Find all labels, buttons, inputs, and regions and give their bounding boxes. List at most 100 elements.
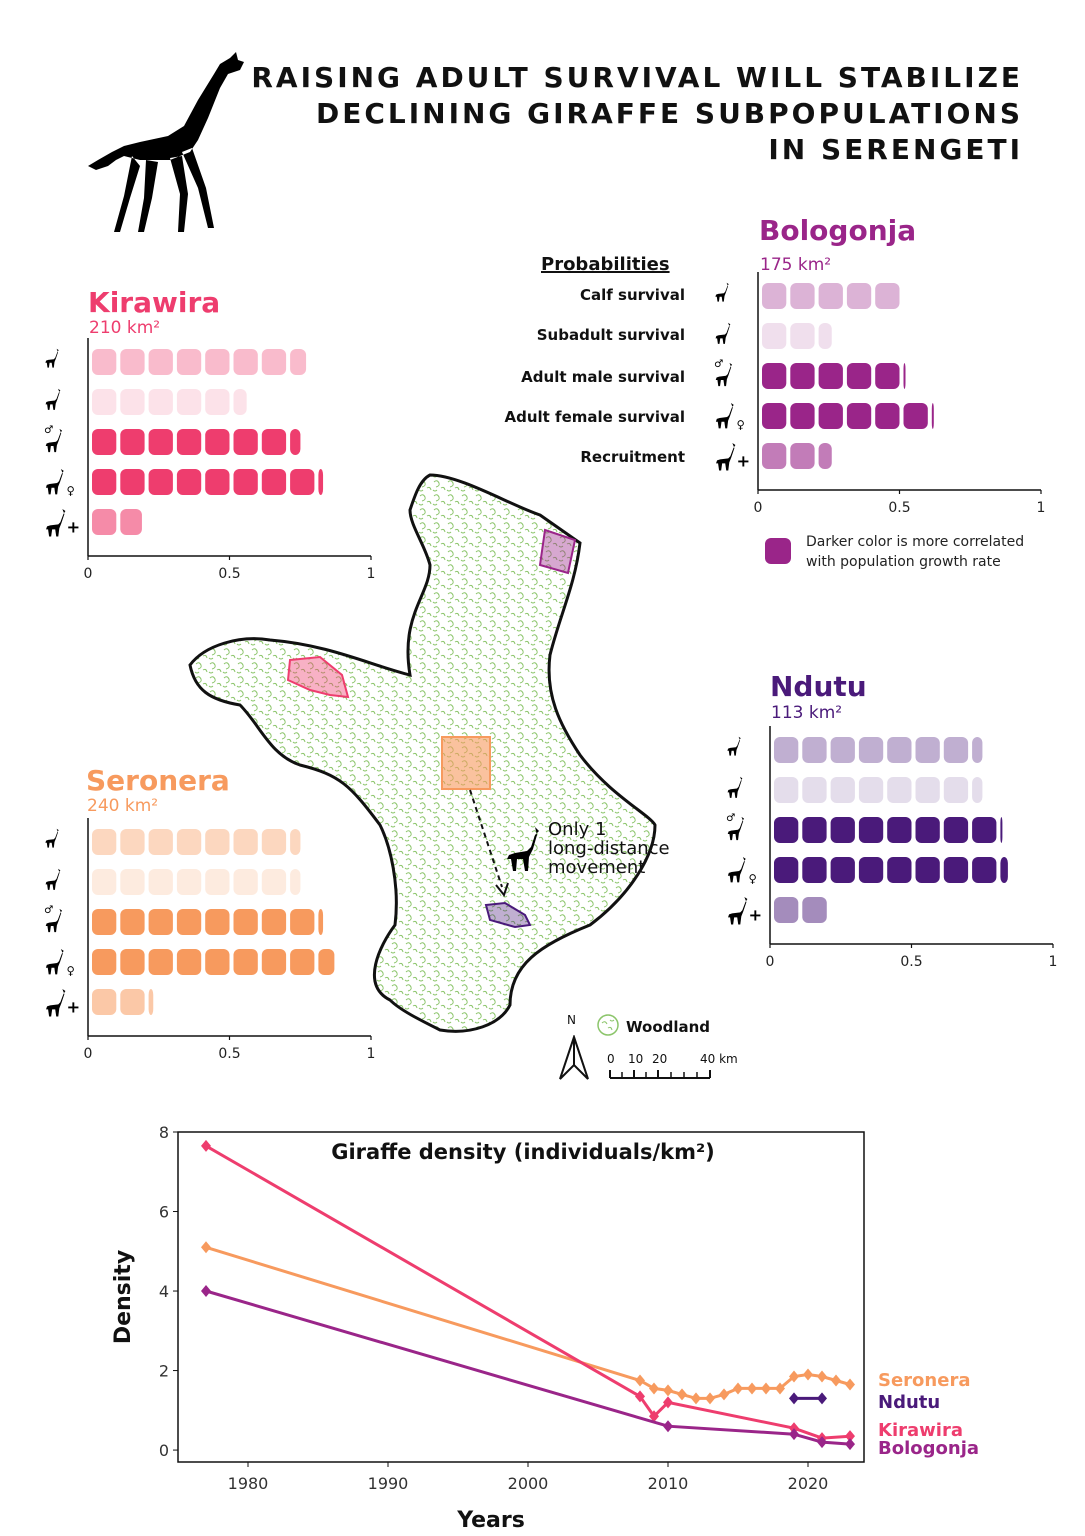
series-point-seronera-9 [747, 1382, 757, 1395]
bar-0-segment-3 [176, 349, 202, 375]
bar-0-segment-4 [205, 829, 230, 855]
bar-0-segment-6 [943, 737, 969, 763]
subadult-giraffe-icon [715, 322, 731, 344]
bar-4-segment-1 [120, 989, 145, 1015]
bar-2-segment-5 [233, 429, 258, 455]
bar-3-segment-6 [261, 469, 287, 495]
ndutu-area-label: 113 km² [771, 703, 843, 723]
bar-3-segment-0 [762, 403, 787, 429]
female-symbol: ♀ [737, 418, 745, 431]
bar-1-segment-0 [774, 777, 799, 803]
series-point-seronera-11 [775, 1382, 785, 1395]
label-subadult-survival: Subadult survival [536, 326, 685, 344]
bar-3-segment-6 [931, 403, 934, 429]
bar-0-segment-1 [802, 737, 827, 763]
x-tick-label-0: 0 [754, 500, 763, 516]
bar-3-segment-1 [120, 469, 145, 495]
plus-symbol: + [66, 997, 80, 1016]
seronera-title: Seronera [86, 764, 230, 797]
series-point-seronera-13 [803, 1368, 813, 1381]
label-adult-male-survival: Adult male survival [521, 368, 685, 386]
bar-2-segment-1 [120, 429, 145, 455]
calf-giraffe-icon-shape [727, 736, 741, 756]
adult-male-giraffe-icon-shape [45, 428, 63, 453]
series-point-ndutu-1 [817, 1392, 827, 1405]
bar-3-segment-2 [818, 403, 843, 429]
series-point-seronera-12 [789, 1370, 799, 1383]
bar-3-segment-3 [176, 469, 202, 495]
x-tick-label-3: 2010 [648, 1474, 689, 1493]
bar-2-segment-7 [290, 429, 301, 455]
bar-4-segment-0 [92, 509, 117, 535]
bar-2-segment-2 [148, 909, 173, 935]
male-symbol: ♂ [714, 358, 723, 370]
legend-note-line-1: Darker color is more correlated [806, 534, 1025, 550]
legend-note-line-2: with population growth rate [806, 554, 1001, 570]
bar-1-segment-1 [802, 777, 827, 803]
adult-female-giraffe-icon-shape [715, 402, 734, 429]
bar-0-segment-1 [120, 349, 145, 375]
x-tick-label-1: 0.5 [888, 500, 910, 516]
bar-3-segment-3 [858, 857, 884, 883]
bar-4-segment-1 [802, 897, 827, 923]
female-symbol: ♀ [67, 964, 75, 977]
bar-0-segment-6 [261, 349, 287, 375]
bar-4-segment-1 [120, 509, 142, 535]
bar-3-segment-1 [120, 949, 145, 975]
subadult-giraffe-icon-shape [45, 388, 61, 410]
annotation-line-3: movement [548, 857, 646, 878]
bar-1-segment-5 [233, 869, 258, 895]
bar-3-segment-5 [233, 469, 258, 495]
bar-1-segment-4 [887, 777, 912, 803]
scale-bar [609, 1070, 711, 1079]
label-recruitment: Recruitment [580, 448, 685, 466]
series-label-seronera: Seronera [878, 1370, 970, 1391]
y-tick-label-1: 2 [159, 1362, 169, 1381]
bar-2-segment-7 [972, 817, 997, 843]
bar-4-segment-0 [92, 989, 117, 1015]
scale-label-40: 40 km [700, 1052, 738, 1066]
female-symbol: ♀ [67, 484, 75, 497]
bar-2-segment-3 [846, 363, 872, 389]
bar-3-segment-0 [92, 949, 117, 975]
bar-2-segment-1 [790, 363, 815, 389]
subadult-giraffe-icon-shape [45, 868, 61, 890]
title-line-3: IN SERENGETI [768, 133, 1023, 166]
bar-1-segment-0 [92, 389, 117, 415]
adult-male-giraffe-icon-shape [45, 908, 63, 933]
series-label-bologonja: Bologonja [878, 1438, 979, 1459]
adult-female-giraffe-icon-shape [45, 468, 64, 495]
bar-2-segment-5 [903, 363, 906, 389]
bar-2-segment-5 [915, 817, 940, 843]
bar-0-segment-0 [92, 349, 117, 375]
bar-3-segment-0 [92, 469, 117, 495]
movement-arrowhead [495, 882, 509, 898]
calf-giraffe-icon-shape [45, 348, 59, 368]
female-symbol: ♀ [749, 872, 757, 885]
male-symbol: ♂ [44, 904, 53, 916]
series-point-seronera-5 [691, 1392, 701, 1405]
series-point-kirawira-0 [201, 1139, 211, 1152]
bar-1-segment-2 [148, 869, 173, 895]
bar-1-segment-2 [148, 389, 173, 415]
adult-female-giraffe-icon: ♀ [715, 402, 745, 431]
series-point-seronera-1 [635, 1374, 645, 1387]
bar-3-segment-5 [233, 949, 258, 975]
x-tick-label-2: 2000 [508, 1474, 549, 1493]
plus-symbol: + [66, 517, 80, 536]
bar-0-segment-2 [818, 283, 843, 309]
series-point-seronera-15 [831, 1374, 841, 1387]
bar-1-segment-7 [290, 869, 301, 895]
bar-4-segment-1 [790, 443, 815, 469]
bar-0-segment-2 [830, 737, 855, 763]
bar-1-segment-4 [205, 389, 230, 415]
series-point-seronera-8 [733, 1382, 743, 1395]
series-point-bologonja-2 [789, 1428, 799, 1441]
bar-3-segment-6 [943, 857, 969, 883]
scale-label-10: 10 [628, 1052, 644, 1066]
series-point-seronera-0 [201, 1241, 211, 1254]
bar-1-segment-1 [790, 323, 815, 349]
series-point-seronera-10 [761, 1382, 771, 1395]
bar-1-segment-3 [176, 869, 202, 895]
bar-3-segment-4 [205, 469, 230, 495]
